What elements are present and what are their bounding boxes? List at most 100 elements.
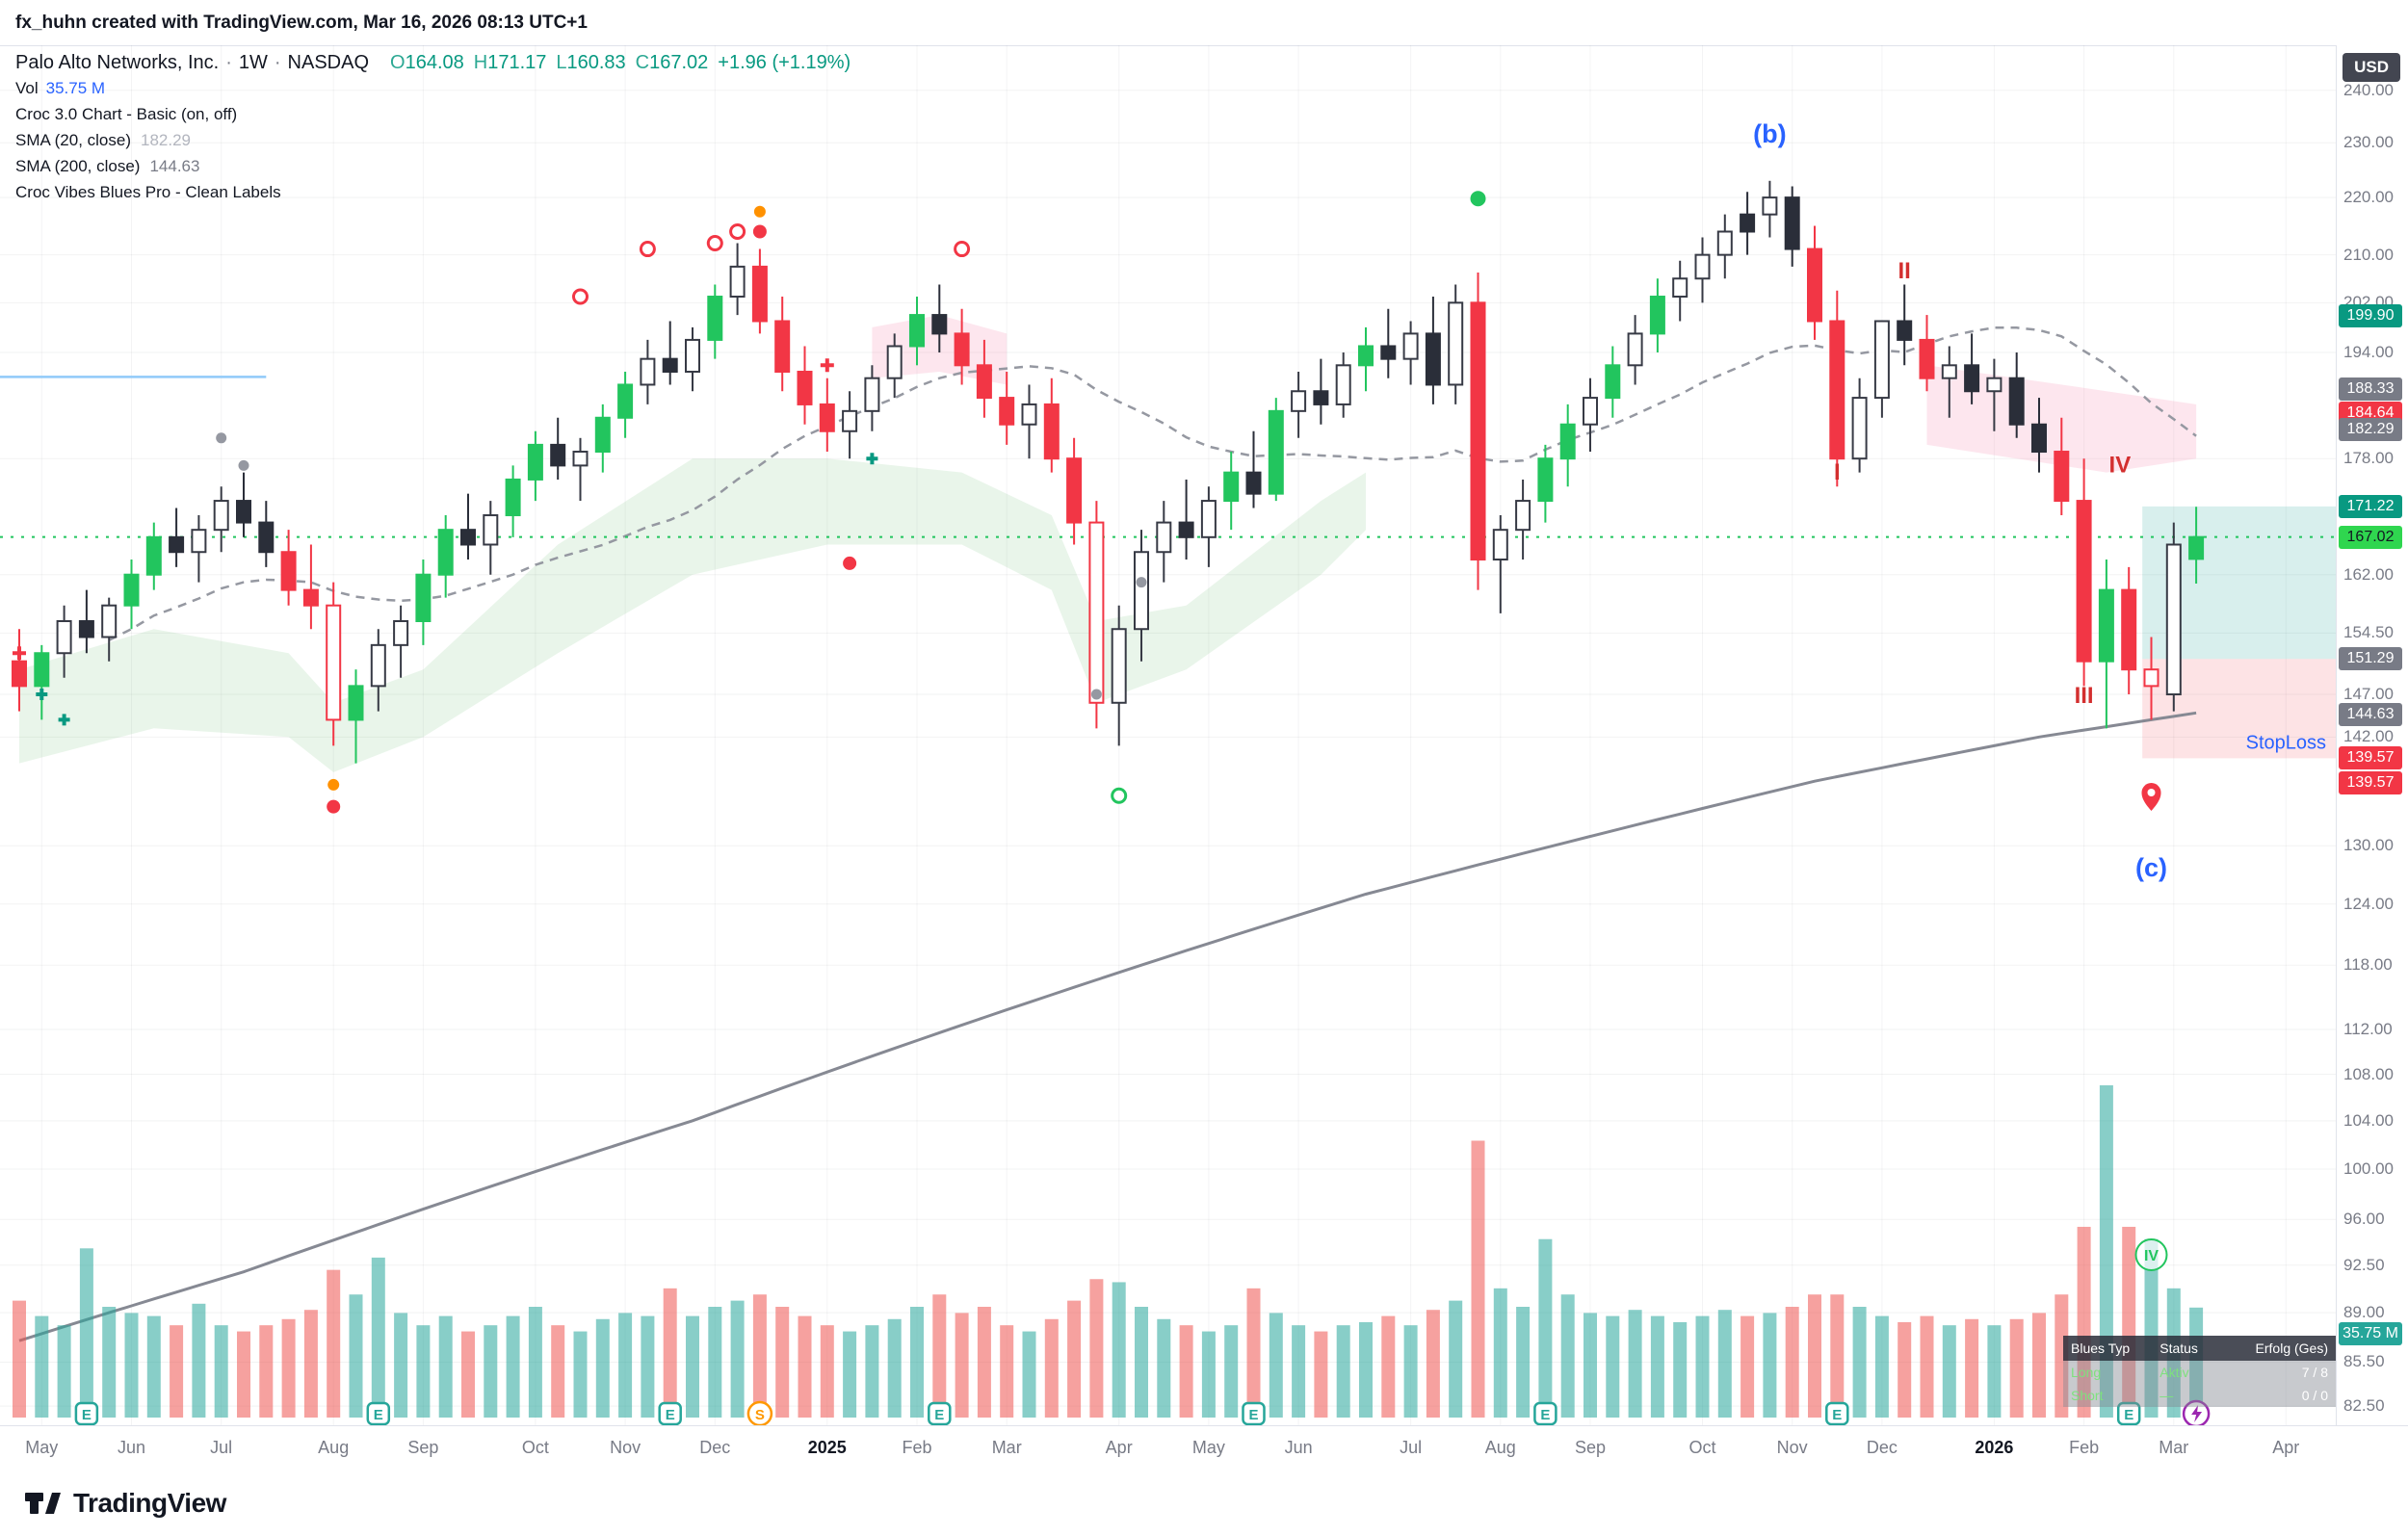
split-badge[interactable] <box>746 1400 773 1425</box>
price-tag: 167.02 <box>2339 525 2402 549</box>
high-label: H <box>473 52 488 73</box>
volume-bar <box>1067 1300 1082 1418</box>
time-tick: Jul <box>1400 1438 1423 1457</box>
candle-body <box>1740 213 1756 233</box>
volume-bar <box>865 1325 879 1418</box>
stats-header-cell: Blues Typ <box>2071 1341 2131 1356</box>
price-axis[interactable]: 240.00 230.00 220.00 210.00 202.00 194.00 178.… <box>2336 45 2408 1425</box>
candle-body <box>258 521 275 554</box>
price-tick: 112.00 <box>2343 1020 2393 1038</box>
candle-body <box>797 370 813 405</box>
volume-bar <box>2077 1226 2091 1418</box>
candle-body <box>1986 377 2002 393</box>
signal-plus-red <box>13 646 26 661</box>
price-tag: 139.57 <box>2339 771 2402 795</box>
candle-body <box>393 620 409 646</box>
candle-body <box>864 377 880 412</box>
time-tick: Sep <box>407 1438 439 1457</box>
indicator-sma200[interactable]: SMA (200, close) 144.63 <box>15 155 851 178</box>
volume-bar <box>1336 1325 1350 1418</box>
stats-cell: — <box>2159 1388 2174 1403</box>
candle-body <box>483 514 499 546</box>
candle-body <box>1380 345 1397 360</box>
volume-bar <box>1246 1288 1261 1418</box>
volume-bar <box>932 1294 947 1418</box>
earnings-badge[interactable] <box>2116 1401 2141 1425</box>
symbol-legend-row[interactable]: Palo Alto Networks, Inc. · 1W · NASDAQ O164.0… <box>15 51 851 74</box>
indicator-croc-vibes[interactable]: Croc Vibes Blues Pro - Clean Labels <box>15 181 851 204</box>
earnings-badge[interactable] <box>1533 1401 1557 1425</box>
signal-circle-red-hollow <box>706 235 723 252</box>
earnings-badge[interactable] <box>658 1401 682 1425</box>
price-tick: 89.00 <box>2343 1303 2385 1322</box>
signal-plus-teal <box>866 453 878 465</box>
stats-header-cell: Erfolg (Ges) <box>2255 1341 2328 1356</box>
volume-bar <box>618 1313 633 1418</box>
earnings-badge[interactable] <box>1825 1401 1849 1425</box>
sma200-value: 144.63 <box>149 157 200 175</box>
candle-body <box>909 314 925 348</box>
candle-body <box>572 451 589 467</box>
volume-bar <box>394 1313 408 1418</box>
volume-bar <box>327 1269 341 1418</box>
volume-bar <box>1852 1307 1867 1418</box>
volume-bar <box>1830 1294 1845 1418</box>
candle-body <box>56 620 72 655</box>
tradingview-footer[interactable]: TradingView <box>25 1488 226 1519</box>
price-tag: 182.29 <box>2339 417 2402 441</box>
candle-body <box>1649 296 1665 335</box>
volume-bar <box>1314 1331 1328 1418</box>
wave-annotation: II <box>1898 258 1911 284</box>
time-axis[interactable]: May Jun Jul Aug Sep Oct Nov Dec 2025 Feb Mar Apr May… <box>0 1425 2408 1472</box>
candle-body <box>1716 230 1733 256</box>
indicator-croc-chart[interactable]: Croc 3.0 Chart - Basic (on, off) <box>15 103 851 126</box>
candle-body <box>2165 543 2182 696</box>
stats-row: Long Aktiv 7 / 8 <box>2063 1361 2336 1384</box>
price-pin-icon <box>2141 783 2161 812</box>
volume-bar <box>13 1300 26 1418</box>
earnings-badge[interactable] <box>928 1401 952 1425</box>
symbol-title[interactable]: Palo Alto Networks, Inc. <box>15 52 220 73</box>
volume-bar <box>1292 1325 1306 1418</box>
volume-bar <box>1763 1313 1777 1418</box>
volume-bar <box>1112 1282 1126 1418</box>
signal-dot-gray <box>1136 577 1147 588</box>
open-value: 164.08 <box>405 52 464 73</box>
candle-body <box>12 660 27 688</box>
chart-area: StopLoss (b) I II III IV (c) IV E E E E E E E E S Palo A… <box>0 45 2408 1536</box>
volume-bar <box>1874 1315 1889 1418</box>
price-tick: 230.00 <box>2343 133 2394 152</box>
signal-dot-gray <box>216 432 227 444</box>
indicator-sma20[interactable]: SMA (20, close) 182.29 <box>15 129 851 152</box>
volume-bar <box>1449 1300 1463 1418</box>
volume-value: 35.75 M <box>45 79 106 97</box>
candle-body <box>1043 403 1060 460</box>
stats-cell: Short <box>2071 1388 2104 1403</box>
candle-body <box>1807 247 1822 323</box>
volume-bar <box>1201 1331 1216 1418</box>
candle-body <box>1605 364 1621 400</box>
earnings-badge[interactable] <box>74 1401 99 1425</box>
volume-bar <box>798 1315 812 1418</box>
volume-bar <box>1650 1315 1664 1418</box>
volume-bar <box>1135 1307 1148 1418</box>
candle-body <box>1851 397 1868 460</box>
currency-badge[interactable]: USD <box>2343 53 2400 82</box>
candle-body <box>101 604 118 638</box>
time-tick: Dec <box>1866 1438 1898 1457</box>
earnings-badge[interactable] <box>1242 1401 1266 1425</box>
candle-body <box>2143 668 2159 688</box>
signal-circle-red-hollow <box>954 241 971 258</box>
volume-bar <box>1089 1279 1104 1418</box>
volume-legend-row[interactable]: Vol 35.75 M <box>15 77 851 100</box>
volume-bar <box>1785 1307 1799 1418</box>
candle-body <box>1873 320 1890 400</box>
earnings-badge[interactable] <box>366 1401 391 1425</box>
interval-label[interactable]: 1W <box>238 52 268 73</box>
volume-bar <box>1695 1315 1710 1418</box>
time-tick: Aug <box>1484 1438 1516 1457</box>
volume-bar <box>1942 1325 1956 1418</box>
volume-bar <box>57 1325 71 1418</box>
volume-bar <box>595 1318 610 1418</box>
